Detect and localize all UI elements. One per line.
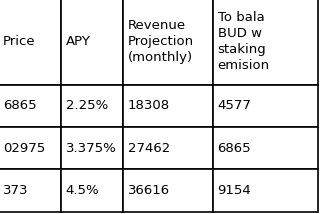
Bar	[0, 0, 61, 85]
Text: 02975: 02975	[3, 142, 45, 155]
Bar	[213, 169, 318, 212]
Bar	[0, 169, 61, 212]
Bar	[61, 0, 123, 85]
Bar	[61, 85, 123, 127]
Text: 373: 373	[3, 184, 29, 197]
Text: Revenue
Projection
(monthly): Revenue Projection (monthly)	[128, 19, 194, 64]
Bar	[213, 0, 318, 85]
Text: 4577: 4577	[218, 99, 252, 112]
Text: To bala
BUD w
staking
emision: To bala BUD w staking emision	[218, 11, 270, 72]
Text: 36616: 36616	[128, 184, 170, 197]
Text: APY: APY	[66, 35, 91, 48]
Bar	[123, 0, 213, 85]
Bar	[0, 127, 61, 169]
Text: 18308: 18308	[128, 99, 170, 112]
Bar	[123, 169, 213, 212]
Text: 2.25%: 2.25%	[66, 99, 108, 112]
Text: 3.375%: 3.375%	[66, 142, 116, 155]
Text: 9154: 9154	[218, 184, 251, 197]
Text: 6865: 6865	[3, 99, 37, 112]
Text: 27462: 27462	[128, 142, 170, 155]
Bar	[61, 127, 123, 169]
Bar	[213, 85, 318, 127]
Bar	[213, 127, 318, 169]
Text: Price: Price	[3, 35, 36, 48]
Text: 4.5%: 4.5%	[66, 184, 99, 197]
Bar	[123, 127, 213, 169]
Bar	[61, 169, 123, 212]
Text: 6865: 6865	[218, 142, 251, 155]
Bar	[0, 85, 61, 127]
Bar	[123, 85, 213, 127]
